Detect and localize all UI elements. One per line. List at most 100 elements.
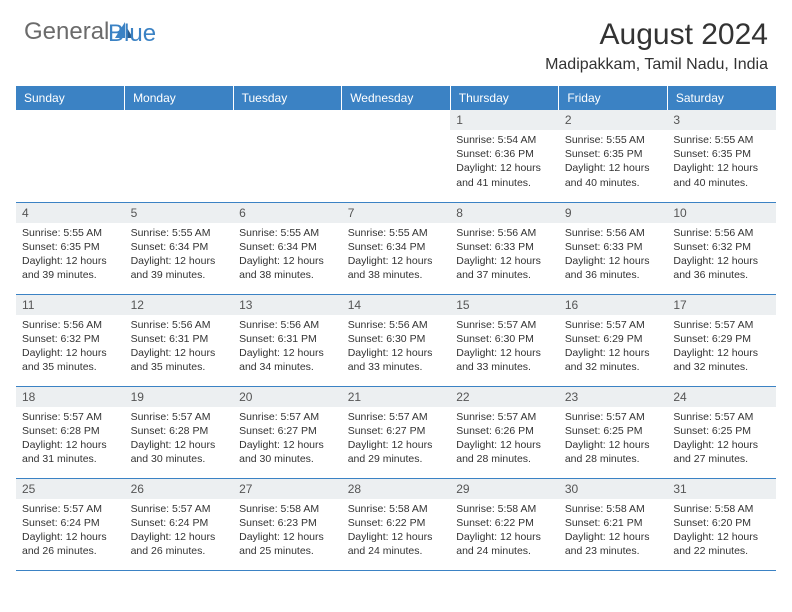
weekday-header: Monday xyxy=(125,86,234,110)
calendar-row: 11Sunrise: 5:56 AMSunset: 6:32 PMDayligh… xyxy=(16,294,776,386)
day-content: Sunrise: 5:56 AMSunset: 6:33 PMDaylight:… xyxy=(559,223,668,286)
day-number: 8 xyxy=(450,203,559,223)
calendar-table: Sunday Monday Tuesday Wednesday Thursday… xyxy=(16,86,776,571)
day-content: Sunrise: 5:56 AMSunset: 6:31 PMDaylight:… xyxy=(125,315,234,378)
calendar-row: 1Sunrise: 5:54 AMSunset: 6:36 PMDaylight… xyxy=(16,110,776,202)
calendar-cell: 23Sunrise: 5:57 AMSunset: 6:25 PMDayligh… xyxy=(559,386,668,478)
calendar-cell: 31Sunrise: 5:58 AMSunset: 6:20 PMDayligh… xyxy=(667,478,776,570)
day-content: Sunrise: 5:57 AMSunset: 6:28 PMDaylight:… xyxy=(16,407,125,470)
day-content: Sunrise: 5:57 AMSunset: 6:25 PMDaylight:… xyxy=(559,407,668,470)
calendar-cell: 17Sunrise: 5:57 AMSunset: 6:29 PMDayligh… xyxy=(667,294,776,386)
weekday-header: Saturday xyxy=(667,86,776,110)
calendar-cell: 2Sunrise: 5:55 AMSunset: 6:35 PMDaylight… xyxy=(559,110,668,202)
day-content: Sunrise: 5:57 AMSunset: 6:26 PMDaylight:… xyxy=(450,407,559,470)
day-content: Sunrise: 5:56 AMSunset: 6:32 PMDaylight:… xyxy=(16,315,125,378)
calendar-cell: 21Sunrise: 5:57 AMSunset: 6:27 PMDayligh… xyxy=(342,386,451,478)
day-number: 26 xyxy=(125,479,234,499)
calendar-cell xyxy=(16,110,125,202)
calendar-cell: 24Sunrise: 5:57 AMSunset: 6:25 PMDayligh… xyxy=(667,386,776,478)
day-content: Sunrise: 5:56 AMSunset: 6:31 PMDaylight:… xyxy=(233,315,342,378)
calendar-cell: 8Sunrise: 5:56 AMSunset: 6:33 PMDaylight… xyxy=(450,202,559,294)
calendar-cell: 30Sunrise: 5:58 AMSunset: 6:21 PMDayligh… xyxy=(559,478,668,570)
calendar-cell: 20Sunrise: 5:57 AMSunset: 6:27 PMDayligh… xyxy=(233,386,342,478)
day-number: 22 xyxy=(450,387,559,407)
day-number: 27 xyxy=(233,479,342,499)
day-content: Sunrise: 5:54 AMSunset: 6:36 PMDaylight:… xyxy=(450,130,559,193)
calendar-cell: 22Sunrise: 5:57 AMSunset: 6:26 PMDayligh… xyxy=(450,386,559,478)
day-content: Sunrise: 5:57 AMSunset: 6:24 PMDaylight:… xyxy=(125,499,234,562)
weekday-header: Wednesday xyxy=(342,86,451,110)
calendar-cell: 4Sunrise: 5:55 AMSunset: 6:35 PMDaylight… xyxy=(16,202,125,294)
calendar-cell: 12Sunrise: 5:56 AMSunset: 6:31 PMDayligh… xyxy=(125,294,234,386)
calendar-cell: 3Sunrise: 5:55 AMSunset: 6:35 PMDaylight… xyxy=(667,110,776,202)
day-content: Sunrise: 5:57 AMSunset: 6:29 PMDaylight:… xyxy=(667,315,776,378)
day-number: 23 xyxy=(559,387,668,407)
day-number: 16 xyxy=(559,295,668,315)
day-content: Sunrise: 5:55 AMSunset: 6:35 PMDaylight:… xyxy=(16,223,125,286)
day-number: 1 xyxy=(450,110,559,130)
calendar-cell: 15Sunrise: 5:57 AMSunset: 6:30 PMDayligh… xyxy=(450,294,559,386)
logo-text-general: General xyxy=(24,18,109,46)
day-content: Sunrise: 5:55 AMSunset: 6:35 PMDaylight:… xyxy=(559,130,668,193)
calendar-body: 1Sunrise: 5:54 AMSunset: 6:36 PMDaylight… xyxy=(16,110,776,570)
calendar-row: 25Sunrise: 5:57 AMSunset: 6:24 PMDayligh… xyxy=(16,478,776,570)
day-content: Sunrise: 5:58 AMSunset: 6:20 PMDaylight:… xyxy=(667,499,776,562)
calendar-cell: 14Sunrise: 5:56 AMSunset: 6:30 PMDayligh… xyxy=(342,294,451,386)
day-content: Sunrise: 5:55 AMSunset: 6:34 PMDaylight:… xyxy=(233,223,342,286)
day-content: Sunrise: 5:57 AMSunset: 6:27 PMDaylight:… xyxy=(342,407,451,470)
calendar-cell: 9Sunrise: 5:56 AMSunset: 6:33 PMDaylight… xyxy=(559,202,668,294)
calendar-cell: 28Sunrise: 5:58 AMSunset: 6:22 PMDayligh… xyxy=(342,478,451,570)
day-number: 21 xyxy=(342,387,451,407)
weekday-header: Thursday xyxy=(450,86,559,110)
day-content: Sunrise: 5:56 AMSunset: 6:33 PMDaylight:… xyxy=(450,223,559,286)
calendar-cell: 6Sunrise: 5:55 AMSunset: 6:34 PMDaylight… xyxy=(233,202,342,294)
day-content: Sunrise: 5:56 AMSunset: 6:32 PMDaylight:… xyxy=(667,223,776,286)
calendar-cell xyxy=(342,110,451,202)
day-content: Sunrise: 5:57 AMSunset: 6:28 PMDaylight:… xyxy=(125,407,234,470)
calendar-cell: 7Sunrise: 5:55 AMSunset: 6:34 PMDaylight… xyxy=(342,202,451,294)
day-content: Sunrise: 5:57 AMSunset: 6:30 PMDaylight:… xyxy=(450,315,559,378)
calendar-cell: 11Sunrise: 5:56 AMSunset: 6:32 PMDayligh… xyxy=(16,294,125,386)
day-content: Sunrise: 5:58 AMSunset: 6:22 PMDaylight:… xyxy=(450,499,559,562)
day-content: Sunrise: 5:56 AMSunset: 6:30 PMDaylight:… xyxy=(342,315,451,378)
day-number: 17 xyxy=(667,295,776,315)
day-number: 9 xyxy=(559,203,668,223)
day-content: Sunrise: 5:57 AMSunset: 6:25 PMDaylight:… xyxy=(667,407,776,470)
day-number: 6 xyxy=(233,203,342,223)
day-number: 11 xyxy=(16,295,125,315)
day-number: 28 xyxy=(342,479,451,499)
weekday-header-row: Sunday Monday Tuesday Wednesday Thursday… xyxy=(16,86,776,110)
logo-blue-wrap: Blue xyxy=(24,46,72,74)
day-content: Sunrise: 5:55 AMSunset: 6:34 PMDaylight:… xyxy=(125,223,234,286)
day-number: 18 xyxy=(16,387,125,407)
day-number: 12 xyxy=(125,295,234,315)
calendar-cell: 27Sunrise: 5:58 AMSunset: 6:23 PMDayligh… xyxy=(233,478,342,570)
day-content: Sunrise: 5:58 AMSunset: 6:22 PMDaylight:… xyxy=(342,499,451,562)
day-content: Sunrise: 5:55 AMSunset: 6:34 PMDaylight:… xyxy=(342,223,451,286)
calendar-row: 4Sunrise: 5:55 AMSunset: 6:35 PMDaylight… xyxy=(16,202,776,294)
calendar-cell: 19Sunrise: 5:57 AMSunset: 6:28 PMDayligh… xyxy=(125,386,234,478)
day-number: 31 xyxy=(667,479,776,499)
weekday-header: Friday xyxy=(559,86,668,110)
day-number: 13 xyxy=(233,295,342,315)
calendar-cell: 13Sunrise: 5:56 AMSunset: 6:31 PMDayligh… xyxy=(233,294,342,386)
weekday-header: Sunday xyxy=(16,86,125,110)
day-number: 19 xyxy=(125,387,234,407)
calendar-cell xyxy=(233,110,342,202)
day-number: 15 xyxy=(450,295,559,315)
day-number: 2 xyxy=(559,110,668,130)
calendar-cell: 25Sunrise: 5:57 AMSunset: 6:24 PMDayligh… xyxy=(16,478,125,570)
day-number: 25 xyxy=(16,479,125,499)
day-number: 14 xyxy=(342,295,451,315)
calendar-cell: 1Sunrise: 5:54 AMSunset: 6:36 PMDaylight… xyxy=(450,110,559,202)
day-number: 30 xyxy=(559,479,668,499)
day-number: 7 xyxy=(342,203,451,223)
calendar-cell: 26Sunrise: 5:57 AMSunset: 6:24 PMDayligh… xyxy=(125,478,234,570)
calendar-row: 18Sunrise: 5:57 AMSunset: 6:28 PMDayligh… xyxy=(16,386,776,478)
day-content: Sunrise: 5:57 AMSunset: 6:27 PMDaylight:… xyxy=(233,407,342,470)
day-number: 5 xyxy=(125,203,234,223)
calendar-cell: 29Sunrise: 5:58 AMSunset: 6:22 PMDayligh… xyxy=(450,478,559,570)
day-content: Sunrise: 5:57 AMSunset: 6:29 PMDaylight:… xyxy=(559,315,668,378)
calendar-cell xyxy=(125,110,234,202)
day-number: 29 xyxy=(450,479,559,499)
